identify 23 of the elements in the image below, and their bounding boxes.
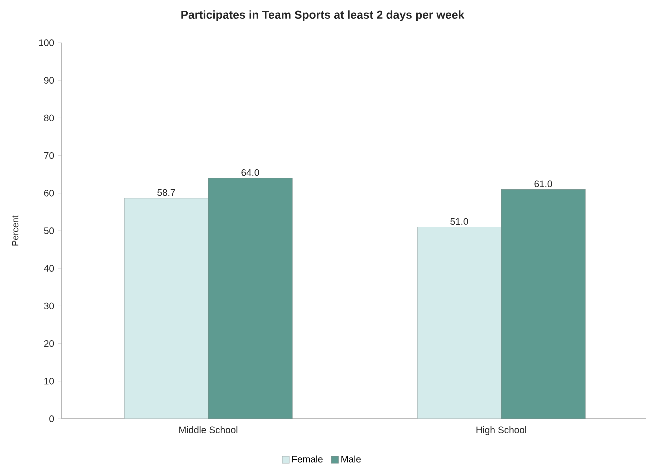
- y-tick-label: 60: [44, 190, 54, 197]
- data-label: 61.0: [534, 180, 552, 188]
- chart-title: Participates in Team Sports at least 2 days per week: [182, 10, 465, 22]
- data-label: 64.0: [242, 169, 260, 176]
- bar: [208, 178, 293, 420]
- y-axis-title: Percent: [12, 216, 19, 246]
- data-label: 51.0: [450, 218, 468, 226]
- y-tick-label: 90: [44, 77, 54, 84]
- bar: [501, 189, 586, 420]
- y-tick-label: 70: [44, 152, 54, 160]
- y-tick-label: 30: [44, 302, 54, 310]
- legend-label: Female: [292, 456, 323, 463]
- y-tick-label: 40: [44, 265, 54, 272]
- x-tick-label: Middle School: [180, 426, 238, 434]
- y-tick-label: 80: [44, 114, 54, 122]
- x-tick-label: High School: [476, 426, 526, 436]
- y-tick-label: 10: [44, 378, 54, 385]
- y-tick-label: 100: [39, 40, 54, 46]
- legend-label: Male: [342, 456, 361, 463]
- y-tick-label: 0: [50, 416, 54, 422]
- y-tick-label: 20: [44, 340, 54, 348]
- y-tick-label: 50: [44, 228, 54, 234]
- data-label: 58.7: [158, 189, 176, 196]
